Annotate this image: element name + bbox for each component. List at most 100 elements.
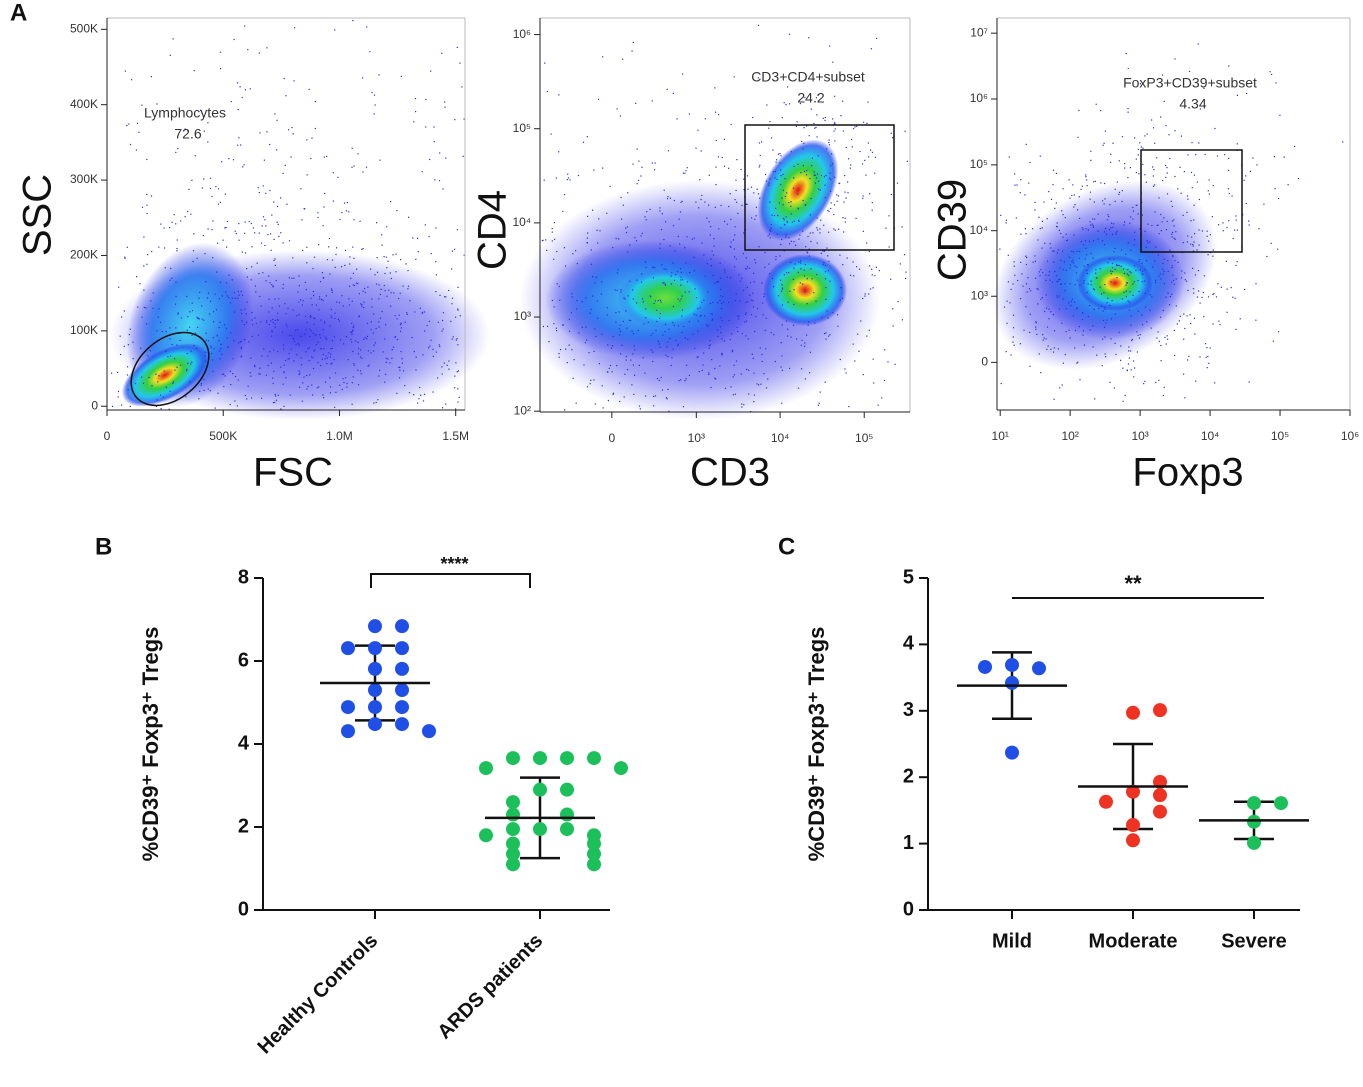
event-dot [273,259,275,261]
event-dot [646,211,648,213]
event-dot [896,182,899,184]
event-dot [435,227,437,229]
event-dot [1060,232,1062,235]
event-dot [209,187,212,190]
event-dot [1169,296,1172,298]
event-dot [1144,135,1146,137]
event-dot [1077,136,1079,138]
event-dot [1066,239,1069,241]
x-tick-label: 10⁴ [771,431,790,445]
event-dot [1164,336,1166,339]
event-dot [1179,315,1181,317]
event-dot [1090,252,1092,255]
event-dot [753,394,755,396]
event-dot [772,286,775,288]
event-dot [280,366,282,368]
event-dot [1113,258,1115,260]
event-dot [824,264,826,267]
event-dot [804,264,806,266]
event-dot [1145,181,1147,183]
event-dot [781,304,784,306]
event-dot [185,396,187,398]
event-dot [270,249,272,251]
event-dot [551,231,553,233]
event-dot [422,354,424,356]
event-dot [248,341,250,343]
event-dot [237,297,239,299]
event-dot [1050,198,1053,200]
event-dot [352,20,354,22]
event-dot [456,371,458,373]
event-dot [755,262,757,264]
event-dot [746,368,748,371]
event-dot [840,287,842,289]
event-dot [632,41,634,43]
event-dot [1191,236,1193,238]
event-dot [621,218,623,220]
event-dot [747,301,749,303]
event-dot [1163,270,1165,273]
event-dot [709,302,712,305]
event-dot [715,184,717,186]
event-dot [1116,277,1118,279]
event-dot [824,197,827,199]
event-dot [1081,318,1083,321]
event-dot [261,397,263,399]
event-dot [323,348,325,350]
event-dot [1287,184,1289,186]
event-dot [620,196,622,199]
event-dot [147,355,149,357]
event-dot [813,122,815,125]
event-dot [203,178,205,180]
event-dot [226,220,228,223]
event-dot [1138,173,1140,175]
event-dot [723,138,725,140]
event-dot [319,337,321,339]
event-dot [795,244,797,246]
event-dot [207,388,209,390]
event-dot [285,313,287,315]
event-dot [254,366,256,368]
event-dot [602,167,604,169]
event-dot [1258,228,1260,230]
event-dot [1024,228,1026,230]
event-dot [1133,360,1135,362]
event-dot [868,250,870,253]
event-dot [1020,261,1022,263]
event-dot [1196,249,1198,251]
event-dot [457,370,460,372]
event-dot [1089,198,1091,200]
event-dot [1084,240,1086,242]
event-dot [776,159,778,161]
event-dot [1114,247,1116,249]
event-dot [270,320,272,322]
event-dot [382,351,384,353]
event-dot [1143,280,1146,282]
event-dot [274,113,276,115]
event-dot [866,242,868,244]
event-dot [587,215,589,217]
event-dot [699,179,701,181]
event-dot [545,239,547,241]
event-dot [266,47,268,49]
event-dot [1245,175,1247,177]
event-dot [763,296,765,298]
event-dot [218,298,220,300]
event-dot [696,356,698,358]
event-dot [750,299,752,301]
event-dot [1076,266,1078,268]
event-dot [785,234,787,236]
event-dot [277,223,279,225]
event-dot [892,137,894,139]
event-dot [1087,229,1089,231]
event-dot [1000,382,1002,385]
event-dot [455,316,457,318]
event-dot [322,353,324,356]
event-dot [628,319,630,321]
data-point [506,857,520,872]
event-dot [308,347,310,349]
event-dot [786,221,788,223]
event-dot [414,98,417,100]
event-dot [454,387,456,389]
event-dot [736,201,738,203]
